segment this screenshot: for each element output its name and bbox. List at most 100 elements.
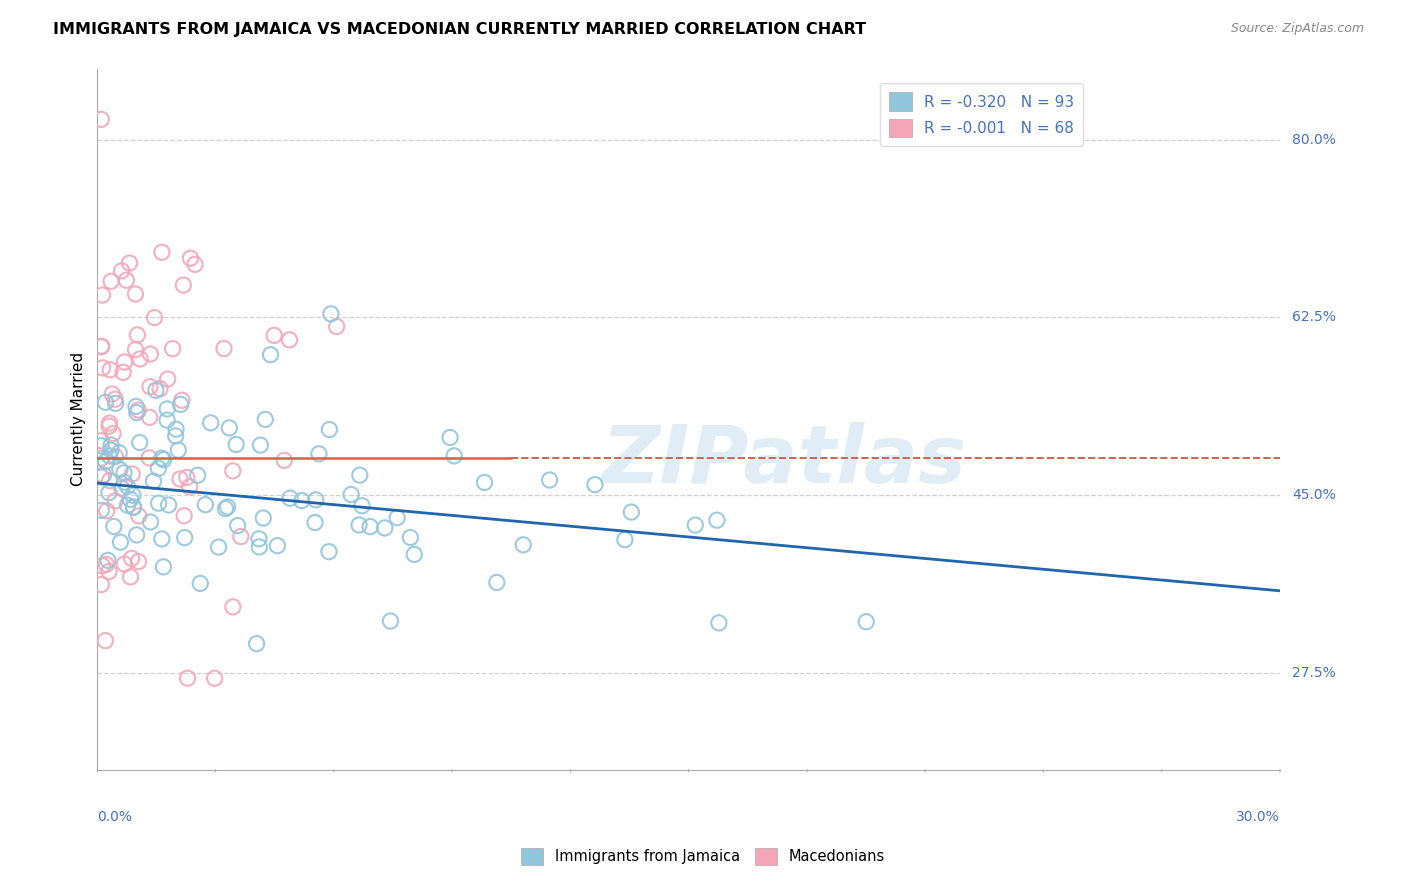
Point [90,577,112,591]
Point [149,382,172,396]
Point [170,393,193,408]
Point [104,396,127,410]
Point [139,515,162,529]
Point [101,426,124,441]
Point [152,452,174,467]
Point [252,511,274,525]
Point [247,540,270,554]
Point [98,474,121,488]
Point [340,487,363,501]
Point [112,475,135,489]
Point [156,413,179,427]
Point [247,532,270,546]
Text: 62.5%: 62.5% [1292,310,1336,325]
Point [200,416,222,430]
Point [127,327,149,342]
Point [188,576,211,591]
Point [115,273,138,287]
Point [685,518,707,533]
Point [156,401,179,416]
Point [169,472,191,486]
Point [150,532,173,546]
Point [112,557,135,571]
Point [104,450,127,464]
Point [512,538,534,552]
Point [439,430,461,444]
Point [129,351,152,366]
Point [385,510,408,524]
Point [98,485,121,500]
Point [112,466,135,480]
Point [104,392,127,407]
Point [217,500,239,514]
Point [179,480,201,494]
Point [118,256,141,270]
Text: ZIPatlas: ZIPatlas [600,422,966,500]
Point [359,519,381,533]
Point [90,434,112,448]
Point [318,544,340,558]
Point [349,468,371,483]
Point [117,498,139,512]
Text: IMMIGRANTS FROM JAMAICA VS MACEDONIAN CURRENTLY MARRIED CORRELATION CHART: IMMIGRANTS FROM JAMAICA VS MACEDONIAN CU… [53,22,866,37]
Point [120,492,142,507]
Point [108,462,131,476]
Point [474,475,496,490]
Point [222,464,245,478]
Point [97,553,120,567]
Point [90,439,112,453]
Point [707,615,730,630]
Point [162,342,184,356]
Point [139,347,162,361]
Point [222,599,245,614]
Point [620,505,643,519]
Point [308,447,330,461]
Point [143,310,166,325]
Point [122,500,145,514]
Point [172,278,194,293]
Point [249,438,271,452]
Point [94,633,117,648]
Point [98,565,121,579]
Point [94,395,117,409]
Text: 27.5%: 27.5% [1292,666,1336,680]
Point [305,492,328,507]
Legend: R = -0.320   N = 93, R = -0.001   N = 68: R = -0.320 N = 93, R = -0.001 N = 68 [880,83,1083,146]
Point [120,570,142,584]
Point [194,498,217,512]
Point [124,343,146,357]
Text: 45.0%: 45.0% [1292,488,1336,502]
Point [374,521,396,535]
Point [207,540,229,554]
Point [100,274,122,288]
Point [165,422,187,436]
Point [855,615,877,629]
Point [128,435,150,450]
Point [291,493,314,508]
Point [104,494,127,508]
Point [404,548,426,562]
Point [157,498,180,512]
Point [108,446,131,460]
Point [125,400,148,414]
Point [214,501,236,516]
Point [254,412,277,426]
Point [226,518,249,533]
Point [90,451,112,466]
Point [148,496,170,510]
Point [117,479,139,493]
Point [319,307,342,321]
Point [229,530,252,544]
Point [318,423,340,437]
Point [96,558,118,572]
Point [128,555,150,569]
Point [304,516,326,530]
Point [103,519,125,533]
Point [110,535,132,549]
Point [278,491,301,506]
Text: 80.0%: 80.0% [1292,133,1336,146]
Point [212,342,235,356]
Point [122,500,145,515]
Point [443,449,465,463]
Point [90,470,112,484]
